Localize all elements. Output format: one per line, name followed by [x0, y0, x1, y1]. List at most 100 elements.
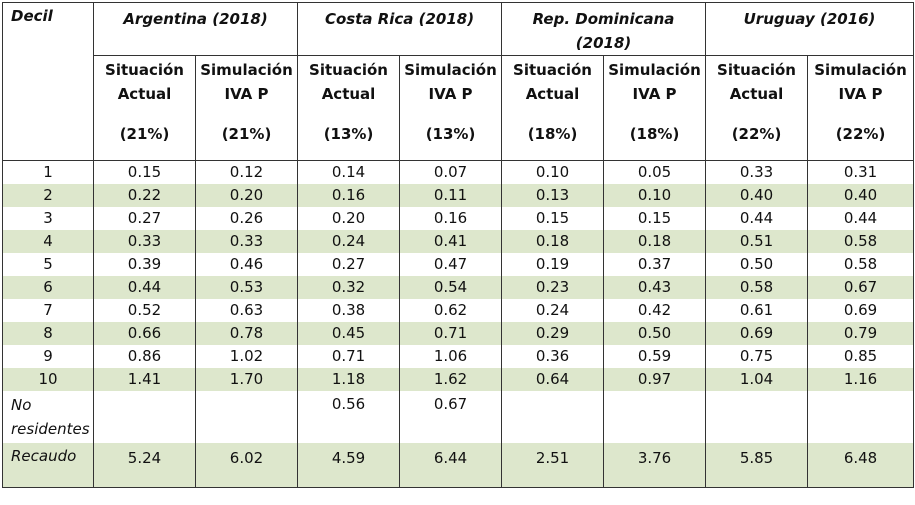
- vat-rate: (13%): [323, 125, 374, 143]
- table-cell: 0.58: [807, 253, 915, 276]
- column-header: Simulación IVA P (21%): [194, 55, 299, 161]
- table-cell: 1.18: [297, 368, 401, 391]
- table-cell: 0.64: [501, 368, 605, 391]
- column-header-text: Actual: [525, 85, 580, 103]
- column-header-text: Situación: [513, 61, 592, 79]
- table-cell: 0.86: [93, 345, 196, 368]
- table-cell: 0.58: [705, 276, 809, 299]
- column-header-text: Actual: [321, 85, 376, 103]
- column-header-text: IVA P: [224, 85, 269, 103]
- table-cell: 3.76: [603, 443, 707, 488]
- column-header: Simulación IVA P (22%): [807, 55, 915, 161]
- table-cell: 0.20: [194, 184, 299, 207]
- table-cell: 0.13: [501, 184, 605, 207]
- table-cell: 0.37: [603, 253, 707, 276]
- table-row: 2 0.22 0.20 0.16 0.11 0.13 0.10 0.40 0.40: [2, 184, 915, 207]
- table-row: 5 0.39 0.46 0.27 0.47 0.19 0.37 0.50 0.58: [2, 253, 915, 276]
- column-header: Situación Actual (18%): [501, 55, 605, 161]
- column-header: Situación Actual (22%): [705, 55, 809, 161]
- table-cell: 0.97: [603, 368, 707, 391]
- table-cell: 1.04: [705, 368, 809, 391]
- column-header-text: Situación: [105, 61, 184, 79]
- country-header: Uruguay (2016): [705, 2, 915, 56]
- vat-rate: (18%): [527, 125, 578, 143]
- table-row: 8 0.66 0.78 0.45 0.71 0.29 0.50 0.69 0.79: [2, 322, 915, 345]
- table-cell: 0.26: [194, 207, 299, 230]
- table-cell: 0.52: [93, 299, 196, 322]
- table-cell: 0.22: [93, 184, 196, 207]
- table-cell: 0.23: [501, 276, 605, 299]
- table-cell: 0.33: [93, 230, 196, 253]
- table-cell: 0.18: [501, 230, 605, 253]
- column-header-text: IVA P: [428, 85, 473, 103]
- table-cell: 1.16: [807, 368, 915, 391]
- table-cell: 0.67: [399, 391, 503, 443]
- row-label: 5: [2, 253, 94, 276]
- table-cell: 0.44: [93, 276, 196, 299]
- table-cell: [807, 391, 915, 443]
- table-cell: 0.46: [194, 253, 299, 276]
- table-cell: 0.44: [807, 207, 915, 230]
- table-row: 4 0.33 0.33 0.24 0.41 0.18 0.18 0.51 0.58: [2, 230, 915, 253]
- table-cell: 0.62: [399, 299, 503, 322]
- table-cell: 0.50: [705, 253, 809, 276]
- table-cell: 0.32: [297, 276, 401, 299]
- country-header: Costa Rica (2018): [297, 2, 503, 56]
- table-row: 7 0.52 0.63 0.38 0.62 0.24 0.42 0.61 0.69: [2, 299, 915, 322]
- table-cell: 4.59: [297, 443, 401, 488]
- table-cell: 0.69: [705, 322, 809, 345]
- table-row: 10 1.41 1.70 1.18 1.62 0.64 0.97 1.04 1.16: [2, 368, 915, 391]
- table-cell: 0.31: [807, 160, 915, 184]
- table-cell: 0.15: [603, 207, 707, 230]
- column-header-text: Simulación: [608, 61, 701, 79]
- decil-header: Decil: [2, 2, 94, 161]
- table-cell: 0.53: [194, 276, 299, 299]
- table-cell: 0.14: [297, 160, 401, 184]
- table-cell: 1.41: [93, 368, 196, 391]
- table-cell: 0.15: [501, 207, 605, 230]
- column-header-text: Simulación: [814, 61, 907, 79]
- row-label: 7: [2, 299, 94, 322]
- table-cell: 5.85: [705, 443, 809, 488]
- table-cell: [603, 391, 707, 443]
- table-cell: 0.40: [807, 184, 915, 207]
- table-cell: 0.24: [297, 230, 401, 253]
- column-header-text: Situación: [309, 61, 388, 79]
- table-cell: 0.27: [297, 253, 401, 276]
- row-label: 2: [2, 184, 94, 207]
- table-cell: 0.61: [705, 299, 809, 322]
- table-cell: 0.54: [399, 276, 503, 299]
- column-header: Simulación IVA P (18%): [603, 55, 707, 161]
- country-header: Rep. Dominicana (2018): [501, 2, 707, 56]
- table-cell: [705, 391, 809, 443]
- table-row: Recaudo 5.24 6.02 4.59 6.44 2.51 3.76 5.85 6.48: [2, 443, 915, 488]
- table-cell: 0.07: [399, 160, 503, 184]
- table-cell: 0.33: [705, 160, 809, 184]
- table-cell: 0.20: [297, 207, 401, 230]
- table-row: 3 0.27 0.26 0.20 0.16 0.15 0.15 0.44 0.44: [2, 207, 915, 230]
- vat-rate: (22%): [835, 125, 886, 143]
- table-cell: 0.63: [194, 299, 299, 322]
- table-cell: 0.44: [705, 207, 809, 230]
- table-cell: 0.40: [705, 184, 809, 207]
- table-row: No residentes 0.56 0.67: [2, 391, 915, 443]
- column-header-text: Actual: [117, 85, 172, 103]
- table-cell: 0.10: [603, 184, 707, 207]
- table-cell: 0.33: [194, 230, 299, 253]
- table-cell: 1.62: [399, 368, 503, 391]
- table-cell: 0.45: [297, 322, 401, 345]
- table-cell: 0.27: [93, 207, 196, 230]
- table-cell: 0.29: [501, 322, 605, 345]
- vat-rate: (22%): [731, 125, 782, 143]
- table-cell: 0.11: [399, 184, 503, 207]
- table-cell: 0.58: [807, 230, 915, 253]
- table-cell: 0.10: [501, 160, 605, 184]
- table-cell: 0.79: [807, 322, 915, 345]
- table-cell: 0.51: [705, 230, 809, 253]
- table-cell: 0.71: [297, 345, 401, 368]
- table-cell: 0.05: [603, 160, 707, 184]
- table-cell: 0.16: [399, 207, 503, 230]
- decile-table: Decil Argentina (2018) Costa Rica (2018)…: [2, 2, 915, 488]
- table-cell: [194, 391, 299, 443]
- row-label: 3: [2, 207, 94, 230]
